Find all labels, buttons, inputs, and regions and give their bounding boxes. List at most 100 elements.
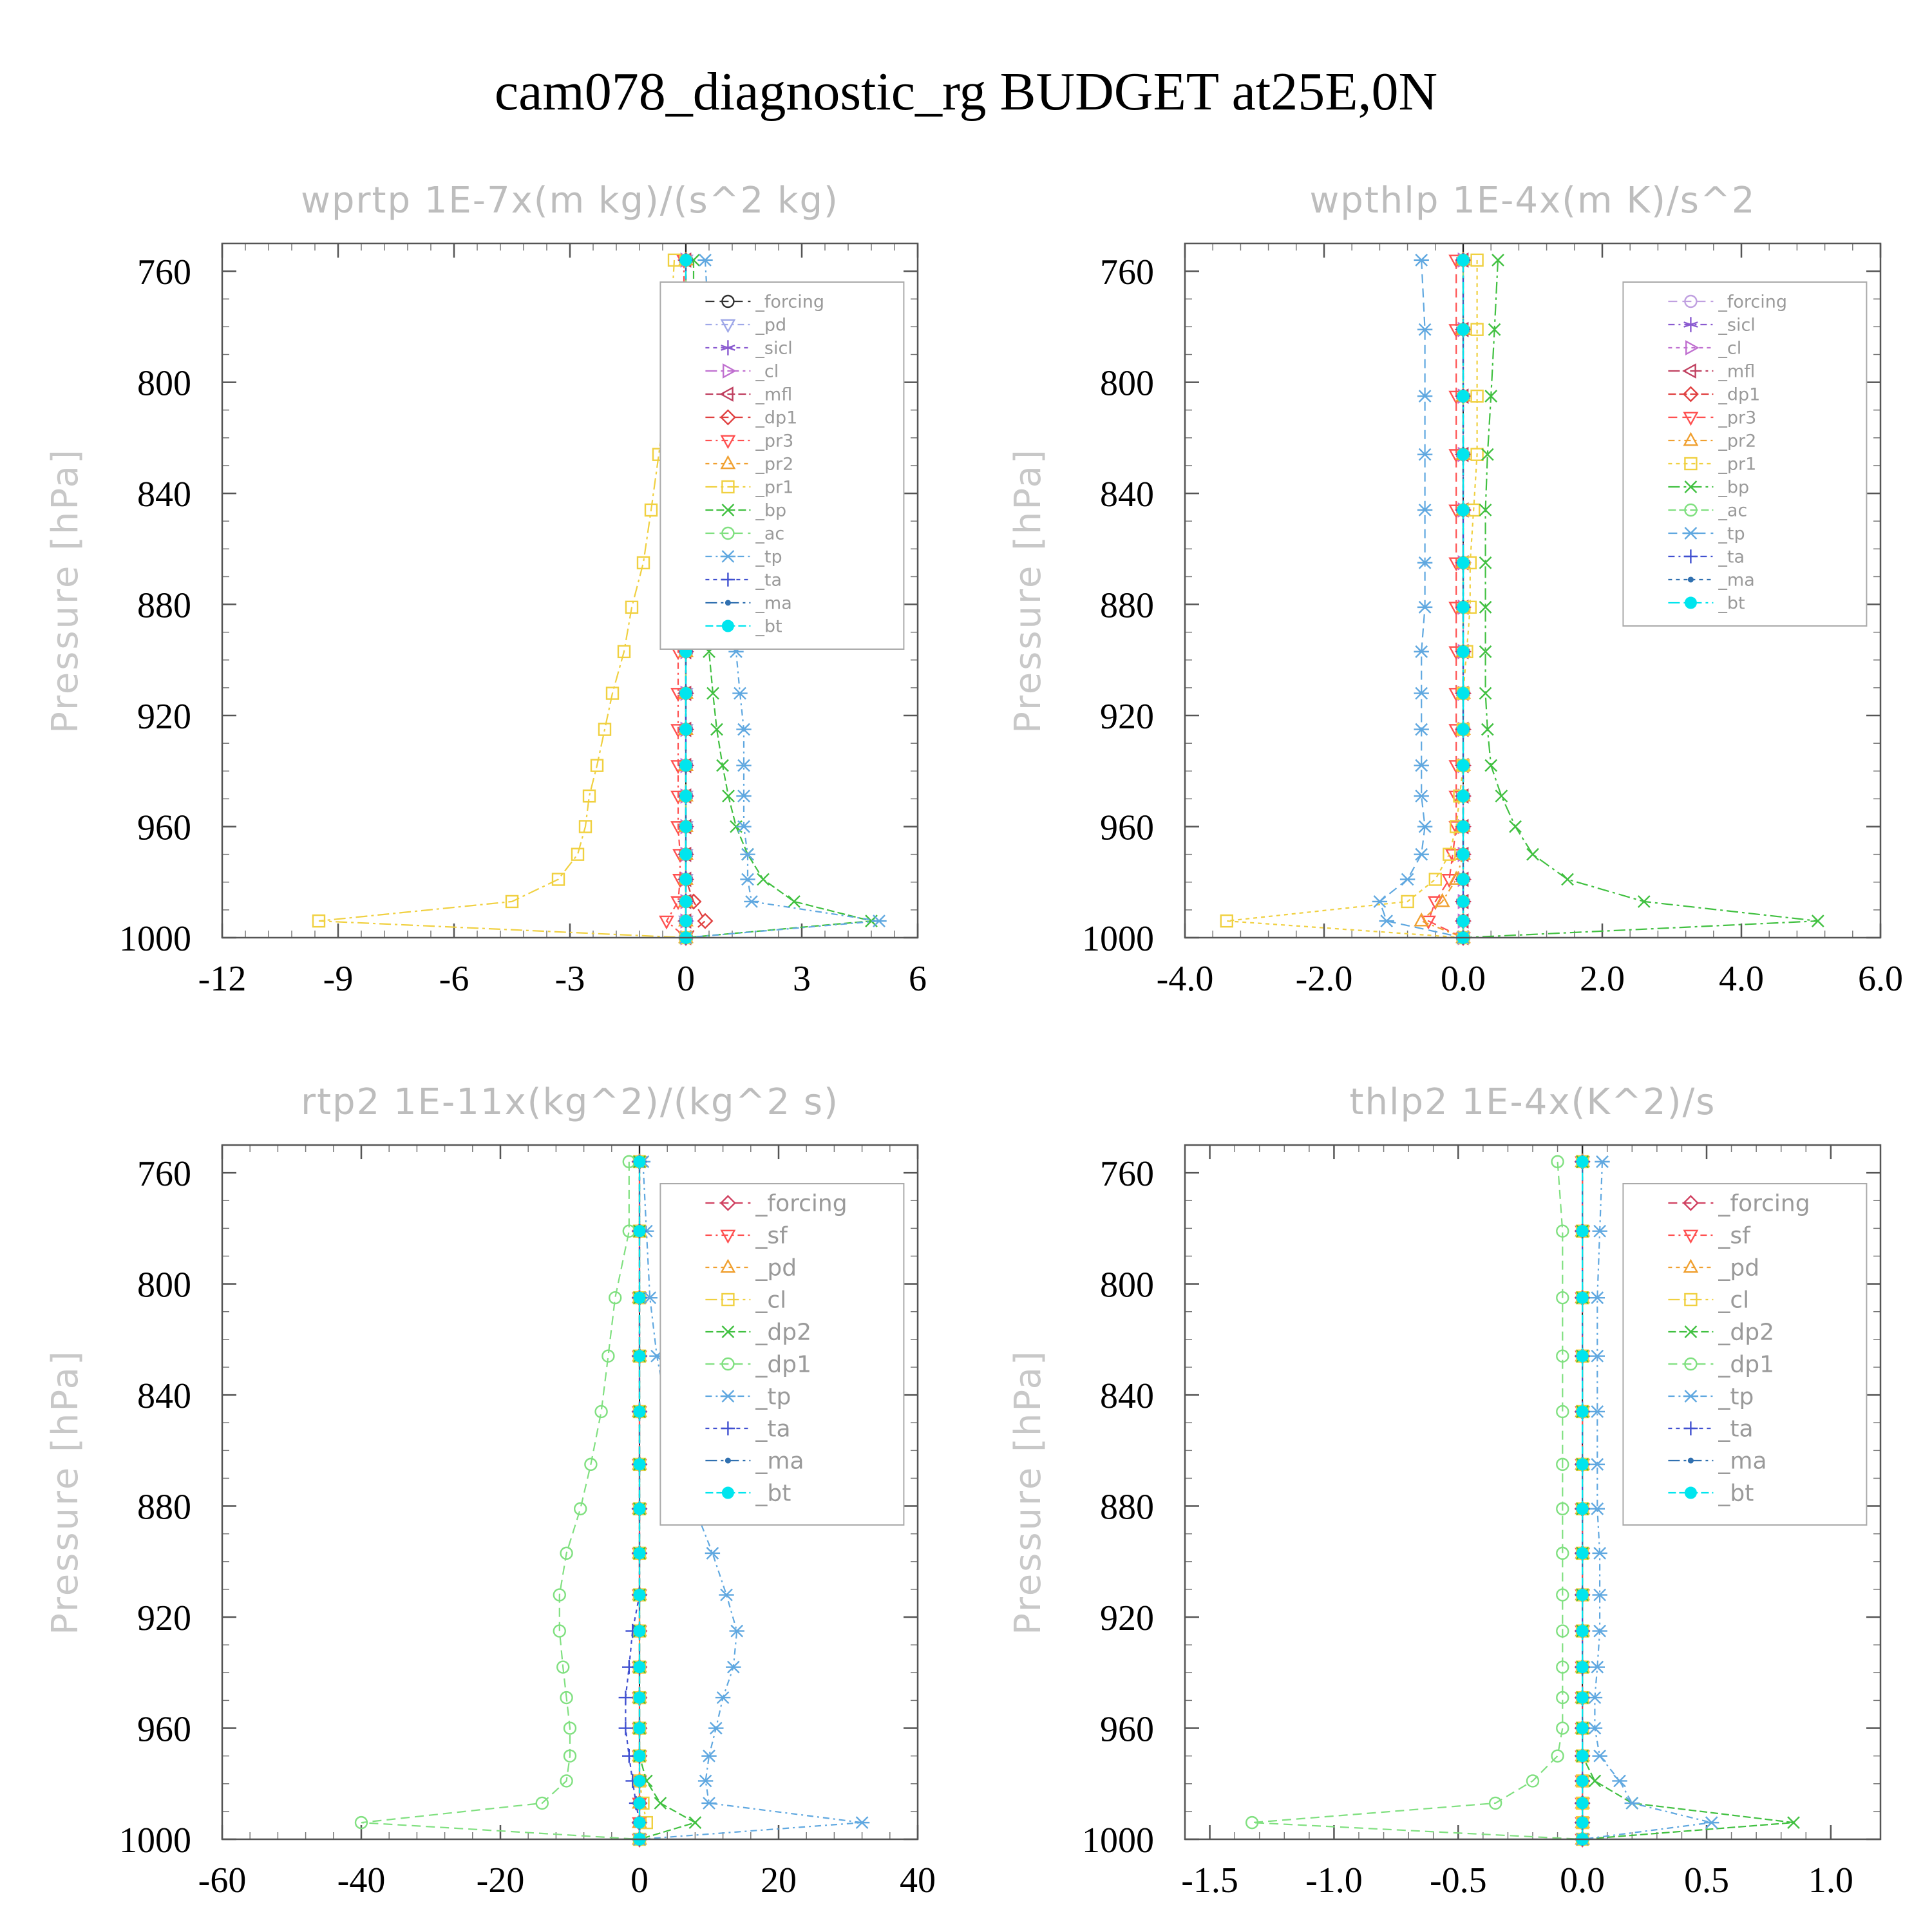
data-point	[871, 914, 887, 927]
data-point	[609, 1291, 622, 1305]
legend-label: _pr1	[755, 477, 793, 497]
legend-marker	[719, 386, 734, 402]
y-tick-label: 760	[137, 252, 191, 292]
legend-label: _cl	[1718, 1287, 1749, 1314]
series	[354, 1155, 647, 1846]
legend-item: _bt	[1668, 1481, 1754, 1507]
data-point	[1556, 1291, 1569, 1305]
data-point	[605, 687, 620, 700]
data-point	[1576, 1691, 1589, 1704]
data-point	[1457, 790, 1470, 802]
y-tick-label: 880	[137, 1488, 191, 1528]
x-tick-label: -20	[477, 1861, 525, 1900]
data-point	[618, 1721, 633, 1736]
data-point	[679, 687, 692, 700]
y-tick-label: 960	[1100, 1710, 1154, 1750]
legend: _forcing _sicl _cl _mfl _dp1 _pr3 _pr2 _pr1 _bp _…	[1622, 281, 1868, 627]
legend-marker	[719, 409, 736, 426]
data-point	[1556, 1546, 1569, 1560]
data-point	[1589, 1291, 1605, 1305]
legend: _forcing _pd _sicl _cl _mfl _dp1 _pr3 _pr2 _pr1 _…	[659, 281, 905, 650]
data-point	[1470, 389, 1484, 403]
data-point	[1576, 1589, 1589, 1602]
data-point	[1556, 1624, 1569, 1638]
legend-item: _sicl	[1668, 315, 1756, 335]
data-point	[1457, 759, 1470, 772]
series-line	[638, 1161, 647, 1840]
legend-label: _pr3	[755, 431, 793, 451]
y-tick-label: 840	[1100, 475, 1154, 515]
legend-marker	[1683, 317, 1698, 332]
legend-item: _ma	[1668, 1448, 1767, 1475]
legend-label: _dp2	[755, 1320, 811, 1346]
legend-label: _sf	[1718, 1223, 1751, 1249]
data-point	[1556, 1349, 1569, 1363]
data-point	[1470, 323, 1484, 336]
x-tick-label: 0.5	[1684, 1861, 1729, 1900]
legend-label: _dp2	[1718, 1320, 1774, 1346]
legend-marker	[1683, 1258, 1699, 1273]
data-point	[1624, 1797, 1640, 1810]
data-point	[633, 1405, 646, 1418]
legend-marker	[1682, 386, 1699, 402]
legend-marker	[720, 435, 736, 450]
data-point	[633, 1225, 646, 1238]
legend-label: _forcing	[1718, 1191, 1810, 1217]
legend-label: _dp1	[755, 1352, 811, 1378]
data-point	[633, 1291, 646, 1304]
legend-item: _ta	[1668, 1416, 1754, 1443]
data-point	[1576, 1155, 1589, 1168]
data-point	[701, 1797, 717, 1810]
data-point	[633, 1774, 646, 1787]
data-point	[1556, 1588, 1569, 1602]
legend-item: _ac	[1668, 500, 1747, 520]
data-point	[1576, 1661, 1589, 1674]
legend-label: _ac	[1718, 500, 1747, 520]
legend-marker	[724, 1457, 731, 1464]
legend-label: _ma	[1718, 570, 1754, 590]
legend-label: _pr3	[1718, 408, 1756, 428]
legend-marker	[720, 1390, 736, 1403]
x-tick-label: -9	[323, 959, 354, 999]
legend-label: _cl	[755, 361, 779, 381]
series-line	[361, 1161, 640, 1841]
data-point	[1551, 1155, 1564, 1169]
data-point	[716, 759, 729, 772]
series-line	[685, 260, 872, 939]
data-point	[633, 1750, 646, 1763]
chart-panel: wprtp 1E-7x(m kg)/(s^2 kg) Pressure [hPa]…	[44, 180, 927, 999]
x-tick-label: -3	[555, 959, 585, 999]
y-tick-label: 960	[137, 1710, 191, 1750]
legend-label: _dp1	[1718, 1352, 1774, 1378]
data-point	[644, 503, 658, 517]
data-point	[1787, 1816, 1800, 1829]
y-tick-label: 800	[137, 1265, 191, 1305]
legend-label: _tp	[1718, 1384, 1754, 1410]
data-point	[1526, 1774, 1540, 1788]
x-tick-label: 6.0	[1858, 959, 1903, 999]
data-point	[705, 1547, 721, 1560]
series	[1576, 1155, 1589, 1846]
x-tick-label: -4.0	[1157, 959, 1214, 999]
data-point	[1556, 1660, 1569, 1674]
data-point	[1220, 914, 1234, 928]
data-point	[571, 848, 585, 861]
data-point	[1589, 1660, 1605, 1674]
data-point	[697, 254, 713, 267]
y-tick-label: 920	[137, 1598, 191, 1638]
data-point	[679, 895, 692, 908]
data-point	[633, 1155, 646, 1168]
legend-marker	[1687, 1457, 1694, 1464]
legend-marker	[721, 294, 735, 308]
data-point	[1589, 1405, 1605, 1418]
panels: wprtp 1E-7x(m kg)/(s^2 kg) Pressure [hPa]…	[44, 180, 1903, 1900]
legend-marker	[724, 600, 731, 606]
legend-label: _forcing	[755, 1191, 847, 1217]
legend-label: _ma	[755, 593, 791, 613]
data-point	[633, 1458, 646, 1471]
legend-box	[1622, 281, 1868, 627]
data-point	[1551, 1749, 1564, 1763]
y-tick-label: 1000	[1082, 1821, 1154, 1861]
data-point	[1399, 873, 1416, 886]
